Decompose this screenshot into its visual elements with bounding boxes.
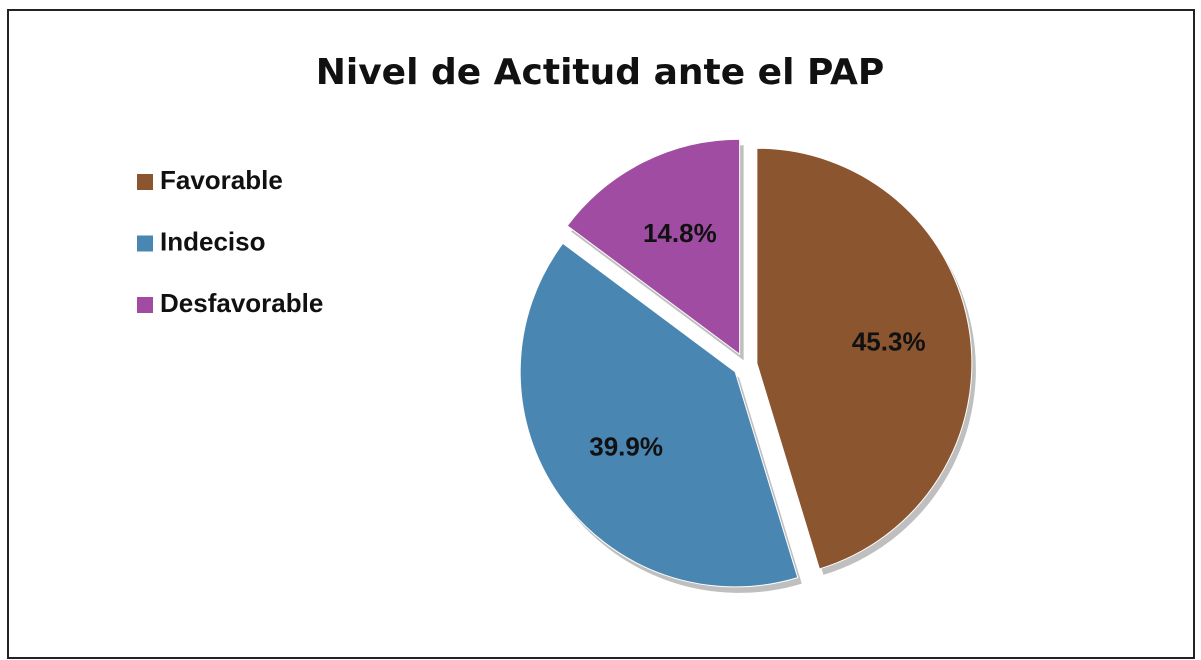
legend-swatch xyxy=(137,297,153,313)
legend-label: Indeciso xyxy=(160,226,265,256)
pie-slice xyxy=(756,147,973,570)
data-label: 14.8% xyxy=(643,218,717,248)
data-label: 39.9% xyxy=(589,431,663,461)
chart-title: Nivel de Actitud ante el PAP xyxy=(316,52,885,93)
legend-swatch xyxy=(137,235,153,252)
pie-slice xyxy=(566,138,741,356)
pie-slice xyxy=(519,242,799,588)
legend-label: Favorable xyxy=(160,165,283,195)
data-label: 45.3% xyxy=(852,326,926,356)
legend-label: Desfavorable xyxy=(160,288,323,318)
legend-swatch xyxy=(137,174,153,190)
